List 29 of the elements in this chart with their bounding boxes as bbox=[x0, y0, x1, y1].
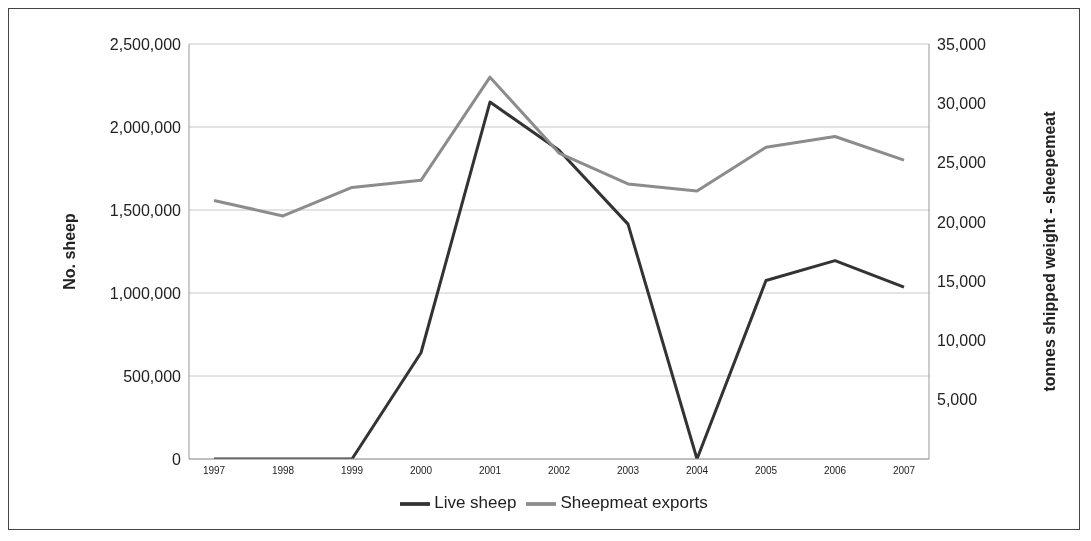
y-tick-label: 1,500,000 bbox=[109, 201, 182, 219]
x-tick-label: 2007 bbox=[892, 465, 916, 477]
y-axis-title: No. sheep bbox=[60, 213, 78, 290]
y2-tick-label: 15,000 bbox=[937, 272, 987, 290]
x-tick-label: 1998 bbox=[271, 465, 295, 477]
x-tick-label: 2004 bbox=[685, 465, 709, 477]
x-tick-label: 2006 bbox=[823, 465, 847, 477]
y2-tick-label: 10,000 bbox=[937, 332, 987, 350]
y-tick-label: 1,000,000 bbox=[109, 284, 182, 302]
x-tick-label: 1997 bbox=[202, 465, 226, 477]
y-tick-label: 0 bbox=[172, 450, 182, 468]
x-tick-label: 2002 bbox=[547, 465, 571, 477]
y2-tick-label: 30,000 bbox=[937, 94, 987, 112]
x-tick-label: 2000 bbox=[409, 465, 433, 477]
y-tick-label: 500,000 bbox=[123, 367, 182, 385]
y2-tick-label: 25,000 bbox=[937, 154, 987, 172]
legend-label: Live sheep bbox=[434, 493, 517, 513]
y2-axis-title: tonnes shipped weight - sheepemeat bbox=[1040, 110, 1058, 392]
x-tick-label: 1999 bbox=[340, 465, 364, 477]
x-tick-label: 2001 bbox=[478, 465, 502, 477]
y-tick-label: 2,500,000 bbox=[109, 35, 182, 53]
x-tick-label: 2003 bbox=[616, 465, 640, 477]
y2-tick-label: 35,000 bbox=[937, 35, 987, 53]
line-series bbox=[212, 75, 906, 218]
y-tick-label: 2,000,000 bbox=[109, 118, 182, 136]
y2-tick-label: 5,000 bbox=[937, 391, 978, 409]
x-tick-label: 2005 bbox=[754, 465, 778, 477]
legend-label: Sheepmeat exports bbox=[560, 493, 708, 513]
y2-tick-label: 20,000 bbox=[937, 213, 987, 231]
